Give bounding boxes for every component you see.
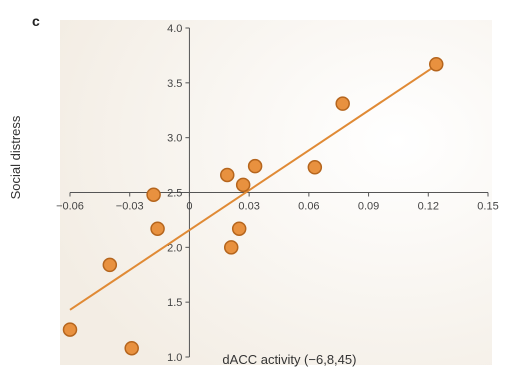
data-point: [307, 160, 323, 175]
panel-label: c: [32, 13, 40, 29]
y-tick-label: 4.0: [167, 23, 182, 35]
y-tick-label: 1.5: [167, 297, 182, 309]
y-tick-label: 1.0: [167, 352, 182, 364]
data-point: [146, 187, 161, 202]
data-point: [223, 240, 239, 255]
y-tick-label: 3.0: [167, 133, 182, 145]
x-axis-label: dACC activity (−6,8,45): [222, 352, 356, 367]
x-tick-label: −0.06: [56, 201, 84, 213]
x-tick-label: 0.09: [358, 201, 379, 213]
y-tick-label: 2.0: [167, 242, 182, 254]
data-point: [62, 322, 78, 337]
regression-line: [69, 64, 437, 311]
y-tick-label: 2.5: [167, 188, 182, 200]
data-point: [150, 221, 165, 236]
data-point: [102, 257, 118, 273]
x-tick-label: 0.06: [298, 201, 319, 213]
data-point: [428, 56, 444, 72]
x-tick-label: 0.03: [238, 201, 259, 213]
data-point: [247, 158, 263, 174]
x-tick-label: 0.12: [418, 201, 439, 213]
y-axis-label: Social distress: [8, 115, 23, 199]
data-point: [231, 221, 247, 236]
x-tick-label: −0.03: [116, 201, 144, 213]
x-tick-label: 0: [186, 201, 192, 213]
data-point: [219, 167, 235, 183]
y-tick-label: 3.5: [167, 78, 182, 90]
x-tick-label: 0.15: [477, 201, 498, 213]
data-point: [335, 96, 350, 111]
data-point: [235, 177, 251, 193]
data-point: [124, 340, 139, 356]
